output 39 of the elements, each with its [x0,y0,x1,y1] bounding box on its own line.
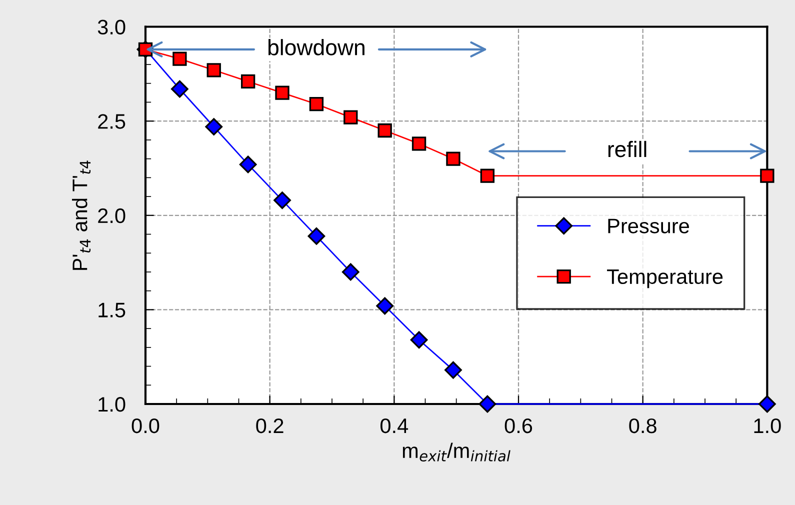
point [410,331,428,349]
x-axis-title: m$_{exit}$/m$_{initial}$ [402,442,510,462]
x-tick-label: 0.0 [132,418,160,434]
annotation: refill [608,140,646,158]
point [758,395,776,413]
point [444,361,462,379]
y-tick-label: 1.5 [98,302,126,318]
point [412,136,426,151]
point [480,168,494,183]
point [206,63,221,78]
legend-label: Pressure [608,218,689,234]
point [239,156,257,174]
point [478,395,496,413]
legend-label: Temperature [607,269,723,288]
y-tick-label: 1.0 [98,397,126,412]
point [378,123,392,138]
point [274,192,291,209]
annotation: blowdown [268,39,364,56]
point [172,52,187,66]
y-tick-label: 3.0 [98,20,126,35]
point [240,74,256,89]
y-tick-label: 2.5 [98,114,126,129]
point [205,118,223,136]
x-tick-label: 0.6 [504,418,532,434]
x-tick-label: 0.4 [380,418,408,434]
x-tick-label: 1.0 [754,418,781,434]
y-axis-title: P'$_{t4}$ and T'$_{t4}$ [72,160,91,270]
point [446,152,460,166]
point [308,227,326,245]
point [342,263,360,281]
point [170,80,188,98]
point [309,97,324,112]
point [275,86,290,100]
point [760,168,774,183]
point [344,110,358,124]
point [376,297,394,315]
x-tick-label: 0.8 [629,418,656,434]
y-tick-label: 2.0 [98,208,126,224]
x-tick-label: 0.2 [256,418,284,434]
